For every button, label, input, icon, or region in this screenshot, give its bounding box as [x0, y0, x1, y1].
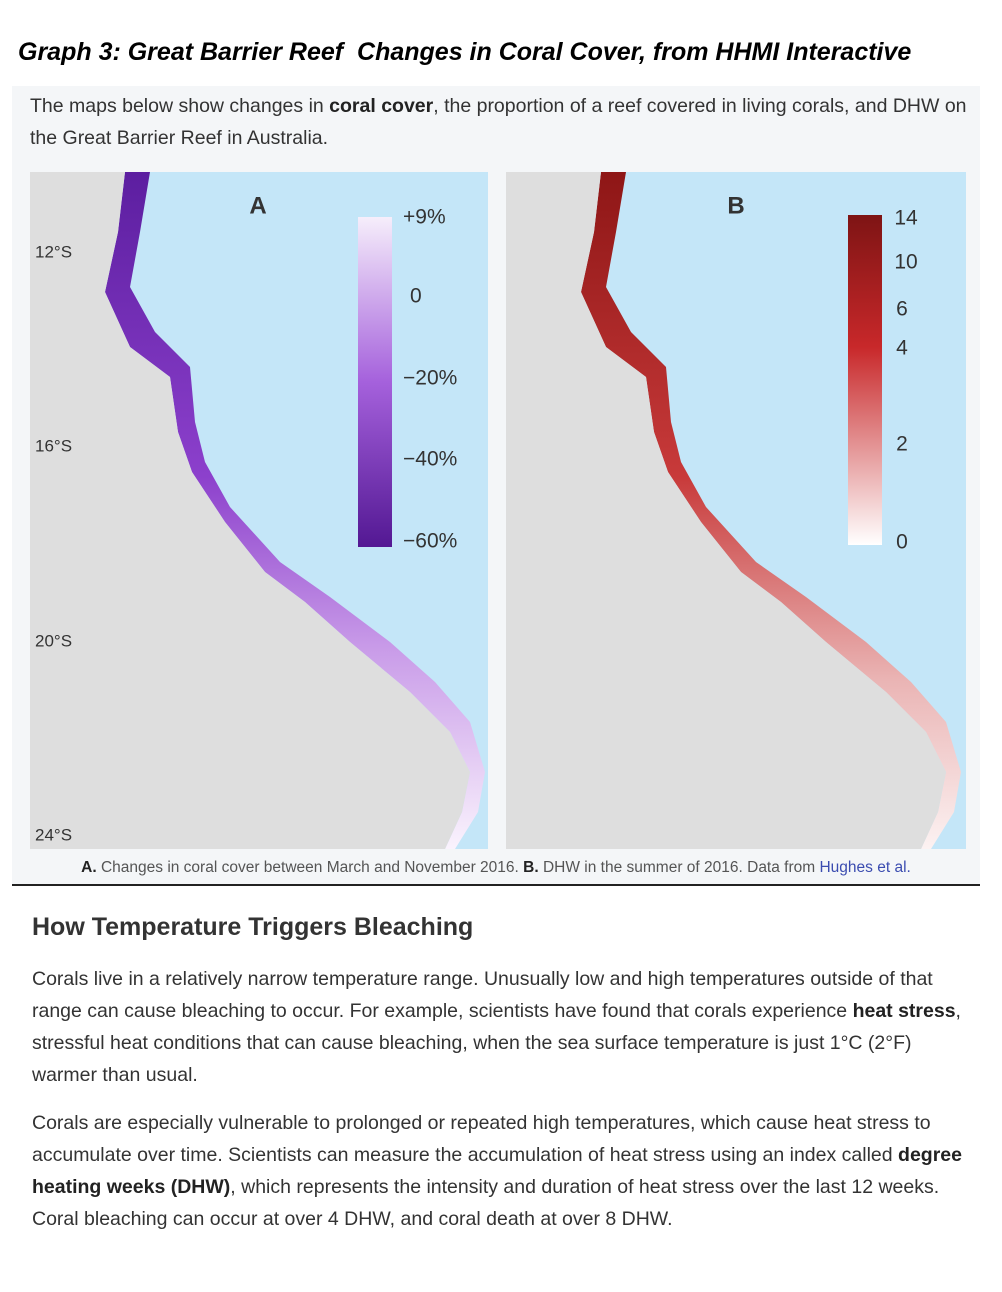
text: Corals are especially vulnerable to prol… — [32, 1112, 931, 1166]
map-label: B — [727, 192, 744, 219]
caption-label: A. — [81, 859, 97, 876]
maps: A 12°S 16°S 20°S 24°S +9% 0 −20% −40% −6… — [30, 172, 966, 849]
latitude: 12°S — [35, 242, 72, 261]
scale-label: −40% — [403, 448, 457, 471]
text: The maps below show changes in — [30, 95, 330, 117]
divider — [12, 884, 980, 886]
scale-label: 14 — [894, 207, 918, 230]
text: , the proportion of a reef covered in li… — [30, 95, 967, 149]
intro: The maps below show changes in coral cov… — [30, 90, 970, 154]
paragraph: Corals live in a relatively narrow tempe… — [32, 963, 977, 1091]
scale-label: −60% — [403, 530, 457, 553]
scale-label: +9% — [403, 206, 446, 229]
scale-label: 10 — [894, 251, 917, 274]
text: , which represents the intensity and dur… — [32, 1176, 940, 1230]
link[interactable]: Hughes et al. — [819, 859, 911, 876]
latitude: 20°S — [35, 631, 72, 650]
map-label: A — [249, 192, 266, 219]
paragraph: Corals are especially vulnerable to prol… — [32, 1107, 977, 1235]
latitude: 24°S — [35, 825, 72, 844]
scale-label: 0 — [410, 285, 422, 308]
scale-label: −20% — [403, 367, 457, 390]
scale-label: 0 — [896, 531, 908, 554]
text: DHW in the summer of 2016. Data from — [538, 859, 820, 876]
colorbar — [848, 215, 882, 545]
map-b: B 14 10 6 4 2 0 — [506, 172, 966, 849]
title: Graph 3: Great Barrier Reef Changes in C… — [18, 38, 912, 66]
text: , stressful heat conditions that can cau… — [32, 1000, 961, 1086]
scale-label: 6 — [896, 298, 908, 321]
map-a: A 12°S 16°S 20°S 24°S +9% 0 −20% −40% −6… — [30, 172, 488, 849]
text: Corals live in a relatively narrow tempe… — [32, 968, 933, 1022]
colorbar — [358, 217, 392, 547]
text: Changes in coral cover between March and… — [96, 859, 524, 876]
scale-label: 4 — [896, 337, 908, 360]
caption-label: B. — [523, 859, 539, 876]
bold-term: heat stress — [852, 1000, 956, 1022]
bold-term: degree heating weeks (DHW) — [32, 1144, 962, 1198]
caption: A. Changes in coral cover between March … — [12, 859, 980, 877]
latitude: 16°S — [35, 436, 72, 455]
scale-label: 2 — [896, 433, 908, 456]
bold-term: coral cover — [329, 95, 434, 117]
section-heading: How Temperature Triggers Bleaching — [32, 913, 474, 941]
